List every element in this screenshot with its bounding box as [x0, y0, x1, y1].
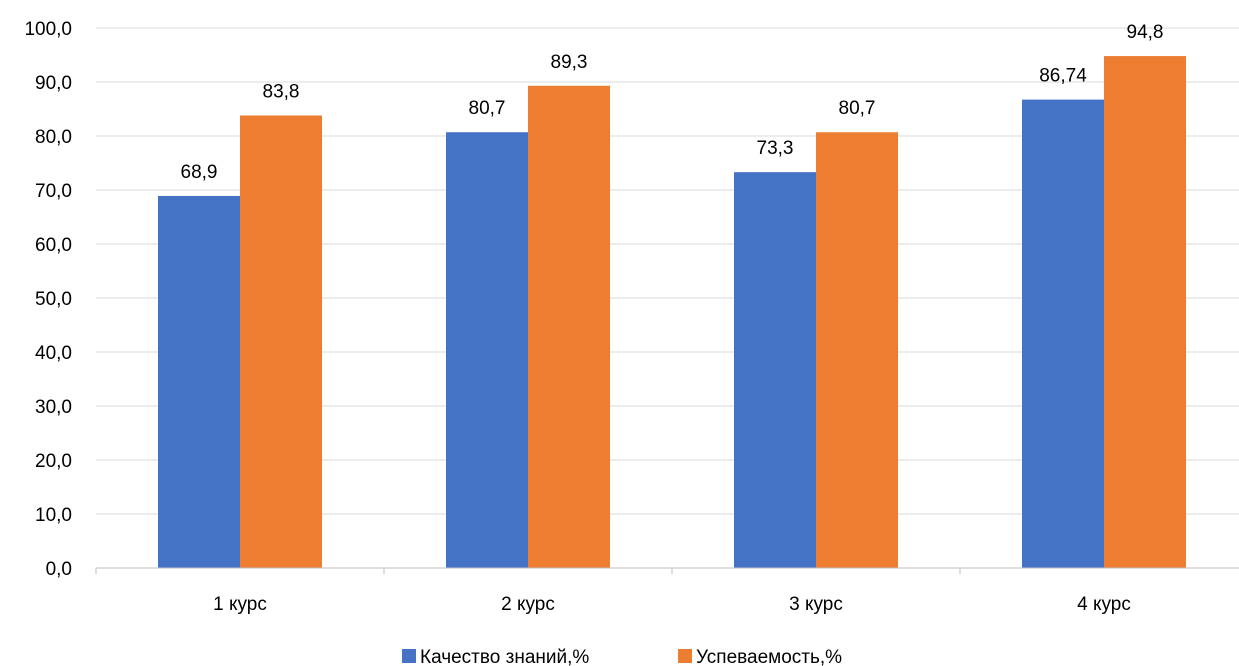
legend-swatch: [402, 649, 416, 663]
x-axis: 1 курс 2 курс 3 курс 4 курс: [95, 567, 1239, 615]
x-category-label: 3 курс: [789, 594, 843, 615]
data-label: 94,8: [1127, 22, 1164, 43]
bar: [1022, 99, 1104, 568]
legend-swatch: [678, 649, 692, 663]
legend-label: Успеваемость,%: [696, 647, 842, 666]
y-tick-label: 20,0: [35, 451, 72, 472]
y-tick-label: 10,0: [35, 505, 72, 526]
data-label: 68,9: [181, 162, 218, 183]
data-labels: 68,9 83,8 80,7 89,3 73,3 80,7 86,74 94,8: [181, 22, 1164, 183]
y-tick-label: 0,0: [46, 559, 72, 580]
bar: [240, 115, 322, 568]
data-label: 83,8: [263, 81, 300, 102]
data-label: 86,74: [1039, 66, 1087, 87]
y-tick-label: 90,0: [35, 73, 72, 94]
bar: [446, 132, 528, 568]
y-tick-label: 80,0: [35, 127, 72, 148]
y-tick-label: 40,0: [35, 343, 72, 364]
bar: [816, 132, 898, 568]
bar: [528, 85, 610, 568]
y-tick-label: 70,0: [35, 181, 72, 202]
x-category-label: 4 курс: [1077, 594, 1131, 615]
data-label: 89,3: [551, 52, 588, 73]
data-label: 73,3: [757, 138, 794, 159]
y-axis-tick-labels: 0,0 10,0 20,0 30,0 40,0 50,0 60,0 70,0 80,0 90,0 1…: [24, 19, 72, 580]
data-label: 80,7: [469, 98, 506, 119]
data-label: 80,7: [839, 98, 876, 119]
legend: Качество знаний,% Успеваемость,%: [402, 647, 842, 666]
bar: [734, 172, 816, 568]
y-tick-label: 30,0: [35, 397, 72, 418]
legend-label: Качество знаний,%: [420, 647, 589, 666]
y-tick-label: 100,0: [24, 19, 72, 40]
bar: [1104, 56, 1186, 568]
x-category-label: 1 курс: [213, 594, 267, 615]
y-tick-label: 50,0: [35, 289, 72, 310]
x-category-label: 2 курс: [501, 594, 555, 615]
bars: [158, 56, 1186, 568]
y-tick-label: 60,0: [35, 235, 72, 256]
bar: [158, 195, 240, 568]
